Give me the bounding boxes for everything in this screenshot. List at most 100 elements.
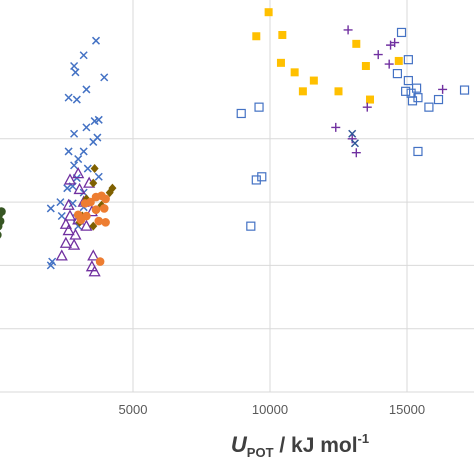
- data-point-cross: [64, 147, 73, 156]
- data-point-cross: [71, 68, 80, 77]
- data-point-diamond: [89, 178, 98, 188]
- data-point-open-square: [411, 83, 422, 93]
- data-point-cross: [90, 117, 99, 126]
- data-point-cross: [82, 85, 91, 94]
- data-point-circle: [101, 218, 110, 227]
- data-point-cross: [79, 147, 88, 156]
- data-point-open-square: [413, 93, 423, 103]
- data-point-open-square: [401, 86, 411, 96]
- data-point-square: [278, 30, 287, 39]
- data-point-triangle: [80, 219, 93, 231]
- data-point-triangle: [72, 167, 85, 179]
- data-point-open-square: [236, 108, 246, 119]
- data-point-triangle: [88, 265, 101, 277]
- data-point-open-square: [413, 146, 423, 157]
- data-point-triangle: [59, 236, 72, 248]
- data-point-cross: [57, 211, 66, 221]
- data-point-cross: [79, 51, 88, 60]
- data-point-circle: [86, 197, 95, 207]
- data-point-plus: [343, 25, 353, 35]
- data-point-cross: [350, 139, 359, 148]
- data-point-cross: [46, 204, 55, 213]
- data-point-plus: [347, 134, 357, 144]
- data-point-triangle: [63, 173, 77, 185]
- data-point-open-square: [403, 75, 413, 86]
- data-point-open-square: [407, 96, 418, 106]
- x-tick-label: 15000: [389, 402, 425, 417]
- x-tick-label: 5000: [119, 402, 148, 417]
- x-axis-title-sub: POT: [247, 445, 274, 460]
- data-point-open-square: [396, 27, 407, 38]
- data-point-triangle: [87, 249, 100, 261]
- data-point-circle: [99, 204, 109, 213]
- data-point-cross: [82, 123, 91, 132]
- data-point-circle: [0, 207, 6, 216]
- data-point-open-square: [246, 221, 256, 231]
- data-point-triangle: [55, 249, 68, 261]
- data-point-square: [276, 58, 285, 67]
- data-point-open-square: [433, 94, 444, 105]
- data-point-plus: [331, 122, 341, 132]
- data-point-cross: [46, 261, 55, 270]
- grid-layer: [0, 0, 474, 392]
- data-point-triangle: [59, 217, 72, 229]
- data-point-cross: [94, 172, 103, 181]
- x-axis-title: UPOT / kJ mol-1: [231, 431, 369, 460]
- data-point-cross: [64, 93, 73, 102]
- data-point-circle: [0, 231, 2, 239]
- data-point-circle: [94, 216, 104, 226]
- data-point-square: [334, 87, 343, 96]
- data-point-square: [394, 56, 403, 65]
- data-point-cross: [68, 199, 77, 208]
- data-point-open-square: [254, 102, 264, 112]
- x-axis-title-sup: -1: [358, 431, 370, 446]
- data-point-square: [264, 8, 273, 17]
- data-point-circle: [91, 205, 101, 214]
- data-point-diamond: [89, 221, 98, 231]
- data-point-cross: [70, 129, 79, 138]
- data-point-cross: [91, 36, 101, 45]
- data-point-cross: [70, 161, 79, 170]
- data-point-open-square: [459, 85, 470, 95]
- data-point-cross: [63, 184, 72, 193]
- data-point-cross: [83, 164, 92, 173]
- data-point-circle: [91, 192, 101, 202]
- data-point-square: [252, 32, 261, 41]
- data-point-diamond: [90, 164, 99, 174]
- x-axis-title-main: U: [231, 432, 248, 457]
- data-point-triangle: [62, 224, 75, 236]
- data-point-triangle: [67, 238, 81, 250]
- data-point-square: [361, 62, 370, 71]
- data-point-plus: [384, 59, 394, 69]
- data-point-cross: [72, 95, 81, 104]
- x-tick-label: 10000: [252, 402, 288, 417]
- data-point-plus: [362, 102, 372, 112]
- data-point-triangle: [62, 198, 75, 210]
- data-point-diamond: [105, 188, 114, 198]
- data-point-plus: [390, 38, 400, 48]
- data-point-cross: [100, 73, 109, 82]
- data-point-open-square: [403, 55, 413, 65]
- data-point-square: [290, 68, 299, 77]
- data-point-cross: [348, 129, 357, 138]
- data-point-cross: [74, 155, 83, 164]
- data-point-cross: [89, 137, 98, 146]
- data-point-triangle: [63, 209, 77, 221]
- data-point-square: [309, 76, 318, 85]
- data-point-open-square: [424, 102, 434, 112]
- data-point-triangle: [69, 228, 82, 240]
- data-point-square: [298, 87, 307, 96]
- data-point-open-square: [392, 69, 403, 79]
- data-point-circle: [95, 257, 105, 266]
- data-point-open-square: [257, 172, 267, 182]
- data-point-plus: [351, 148, 361, 158]
- data-point-triangle: [73, 182, 86, 195]
- data-point-square: [366, 95, 375, 104]
- data-point-plus: [373, 50, 383, 60]
- data-point-circle: [0, 222, 3, 231]
- data-point-plus: [438, 84, 448, 94]
- x-axis-title-unit: / kJ mol: [274, 434, 358, 457]
- data-point-square: [352, 39, 361, 48]
- data-point-circle: [76, 215, 86, 225]
